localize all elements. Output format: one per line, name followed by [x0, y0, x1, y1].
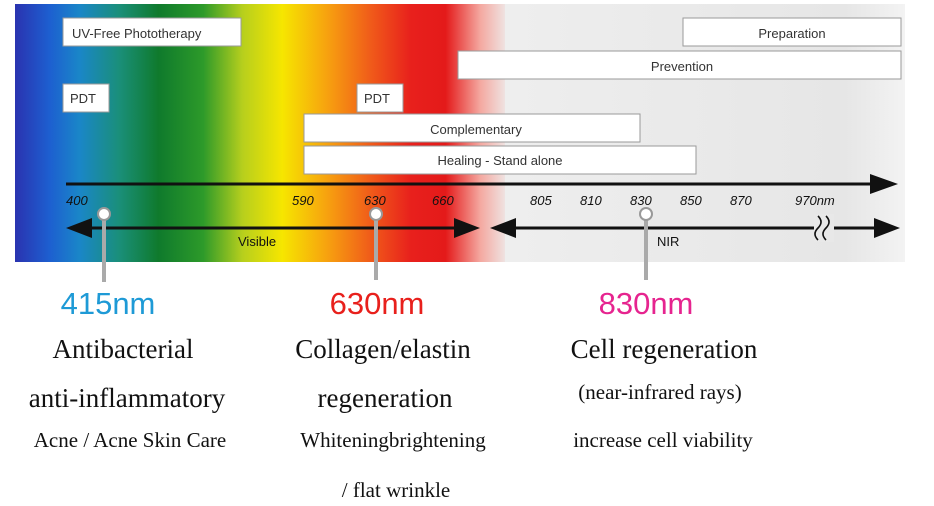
tick-830: 830 — [630, 193, 652, 208]
uv-free-label: UV-Free Phototherapy — [72, 26, 202, 41]
desc-630-line3: Whiteningbrightening — [300, 428, 486, 452]
callout-630: 630nm Collagen/elastin regeneration Whit… — [295, 286, 486, 502]
desc-830-line1: Cell regeneration — [571, 334, 758, 364]
visible-label: Visible — [238, 234, 276, 249]
tick-810: 810 — [580, 193, 602, 208]
wavelength-830: 830nm — [599, 286, 694, 321]
nir-label: NIR — [657, 234, 679, 249]
marker-830 — [639, 207, 653, 280]
desc-830-line3: increase cell viability — [573, 428, 753, 452]
visible-range-arrow: Visible — [66, 218, 480, 249]
tick-805: 805 — [530, 193, 552, 208]
callout-830: 830nm Cell regeneration (near-infrared r… — [571, 286, 758, 452]
pdt-mid-label: PDT — [364, 91, 390, 106]
pdt-mid-box: PDT — [356, 83, 404, 113]
tick-870: 870 — [730, 193, 752, 208]
marker-415 — [97, 207, 111, 282]
tick-630: 630 — [364, 193, 386, 208]
desc-415-line1: Antibacterial — [53, 334, 194, 364]
wavelength-axis — [66, 174, 898, 194]
healing-label: Healing - Stand alone — [437, 153, 562, 168]
prevention-label: Prevention — [651, 59, 713, 74]
prevention-box: Prevention — [457, 50, 902, 80]
desc-415-line2: anti-inflammatory — [29, 383, 226, 413]
desc-630-line4: / flat wrinkle — [342, 478, 450, 502]
pdt-left-box: PDT — [62, 83, 110, 113]
nir-range-arrow: NIR — [490, 214, 900, 249]
callout-415: 415nm Antibacterial anti-inflammatory Ac… — [29, 286, 226, 452]
marker-630 — [369, 207, 383, 280]
tick-850: 850 — [680, 193, 702, 208]
tick-590: 590 — [292, 193, 314, 208]
preparation-label: Preparation — [758, 26, 825, 41]
desc-630-line1: Collagen/elastin — [295, 334, 471, 364]
desc-630-line2: regeneration — [318, 383, 453, 413]
wavelength-415: 415nm — [61, 286, 156, 321]
tick-970nm: 970nm — [795, 193, 835, 208]
tick-660: 660 — [432, 193, 454, 208]
uv-free-box: UV-Free Phototherapy — [62, 17, 242, 47]
desc-830-line2: (near-infrared rays) — [578, 380, 741, 404]
desc-415-line3: Acne / Acne Skin Care — [34, 428, 226, 452]
pdt-left-label: PDT — [70, 91, 96, 106]
tick-400: 400 — [66, 193, 88, 208]
complementary-label: Complementary — [430, 122, 522, 137]
complementary-box: Complementary — [303, 113, 641, 143]
wavelength-630: 630nm — [330, 286, 425, 321]
preparation-box: Preparation — [682, 17, 902, 47]
tick-labels: 400 590 630 660 805 810 830 850 870 970n… — [66, 193, 835, 208]
healing-box: Healing - Stand alone — [303, 145, 697, 175]
